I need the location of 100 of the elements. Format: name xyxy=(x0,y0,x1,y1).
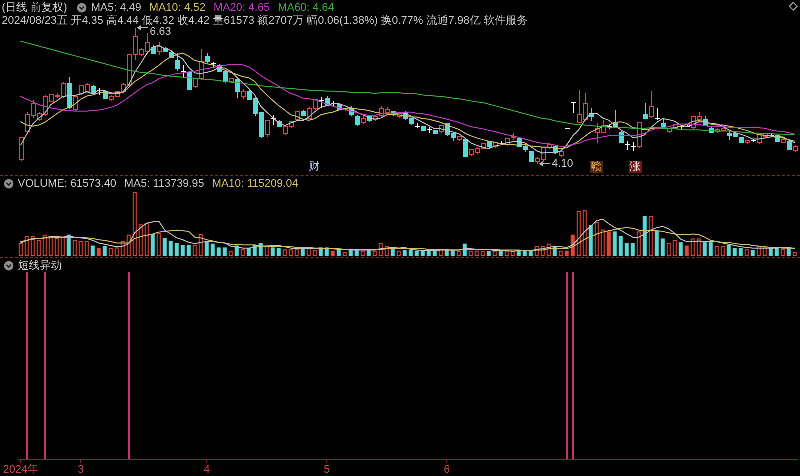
bar xyxy=(768,248,773,256)
bar xyxy=(492,250,497,256)
bar xyxy=(756,246,761,256)
bar xyxy=(330,250,335,256)
chart-title: VOLUME: 61573.40 xyxy=(18,178,116,190)
bar xyxy=(294,248,299,256)
bar xyxy=(240,248,245,256)
annotation: 财 xyxy=(308,161,321,173)
bar xyxy=(174,243,179,256)
bar xyxy=(624,243,629,256)
bar xyxy=(750,250,755,256)
bar xyxy=(618,236,623,256)
bar xyxy=(606,232,611,256)
bar xyxy=(312,250,317,256)
bar xyxy=(30,236,35,256)
bar xyxy=(504,250,509,256)
bar xyxy=(510,252,515,256)
bar xyxy=(468,250,473,256)
bar xyxy=(210,244,215,256)
bar xyxy=(228,250,233,256)
bar xyxy=(498,252,503,256)
bar xyxy=(744,250,749,256)
text: MA20: 4.65 xyxy=(214,2,270,14)
text: MA10: 115209.04 xyxy=(212,178,298,190)
bar xyxy=(738,248,743,256)
bar xyxy=(114,248,119,256)
bar xyxy=(192,245,197,256)
bar xyxy=(168,241,173,256)
bar xyxy=(396,250,401,256)
bar xyxy=(336,250,341,256)
bar xyxy=(420,250,425,256)
bar xyxy=(186,245,191,256)
bar xyxy=(600,230,605,256)
bar xyxy=(372,250,377,256)
x-tick-label: 6 xyxy=(444,464,450,476)
bar xyxy=(672,240,677,256)
bar xyxy=(120,241,125,256)
bar xyxy=(288,250,293,256)
bar xyxy=(84,241,89,256)
bar xyxy=(684,246,689,256)
bar xyxy=(474,250,479,256)
bar xyxy=(108,248,113,256)
bar xyxy=(726,245,731,256)
bar xyxy=(72,240,77,256)
bar xyxy=(576,211,581,256)
bar xyxy=(582,210,587,256)
bar xyxy=(660,238,665,256)
bar xyxy=(780,248,785,256)
bar xyxy=(258,243,263,256)
bar xyxy=(180,245,185,256)
bar xyxy=(732,248,737,256)
text: MA60: 4.64 xyxy=(278,2,334,14)
bar xyxy=(612,232,617,256)
bar xyxy=(702,242,707,256)
annotation: 6.63 xyxy=(150,26,172,38)
bar xyxy=(96,248,101,256)
bar xyxy=(432,250,437,256)
bar xyxy=(642,216,647,256)
bar xyxy=(264,246,269,256)
bar xyxy=(414,250,419,256)
bar xyxy=(18,243,23,256)
bar xyxy=(54,238,59,256)
annotation: 赣 xyxy=(590,161,603,173)
bar xyxy=(690,238,695,256)
x-tick-label: 3 xyxy=(78,464,84,476)
bar xyxy=(630,243,635,256)
bar xyxy=(678,242,683,256)
bar xyxy=(540,246,545,256)
bar xyxy=(666,243,671,256)
bar xyxy=(708,242,713,256)
text: MA10: 4.52 xyxy=(150,2,206,14)
bar xyxy=(150,234,155,256)
x-tick-label: 5 xyxy=(324,464,330,476)
bar xyxy=(456,252,461,256)
bar xyxy=(648,216,653,256)
bar xyxy=(144,223,149,256)
chart-title: (日线 前复权) xyxy=(2,2,68,14)
bar xyxy=(720,246,725,256)
bar xyxy=(366,250,371,256)
bar xyxy=(342,252,347,256)
bar xyxy=(450,250,455,256)
bar xyxy=(42,234,47,256)
bar xyxy=(198,234,203,256)
candlestick xyxy=(570,102,576,114)
bar xyxy=(36,240,41,256)
x-tick-label: 2024年 xyxy=(3,464,39,476)
bar xyxy=(300,248,305,256)
bar xyxy=(480,250,485,256)
bar xyxy=(246,248,251,256)
annotation: 涨 xyxy=(629,161,642,173)
bar xyxy=(486,252,491,256)
bar xyxy=(408,250,413,256)
bar xyxy=(276,248,281,256)
bar xyxy=(594,222,599,256)
bar xyxy=(270,248,275,256)
bar xyxy=(588,225,593,256)
bar xyxy=(654,231,659,256)
bar xyxy=(402,250,407,256)
x-tick-label: 4 xyxy=(204,464,210,476)
bar xyxy=(132,192,137,256)
